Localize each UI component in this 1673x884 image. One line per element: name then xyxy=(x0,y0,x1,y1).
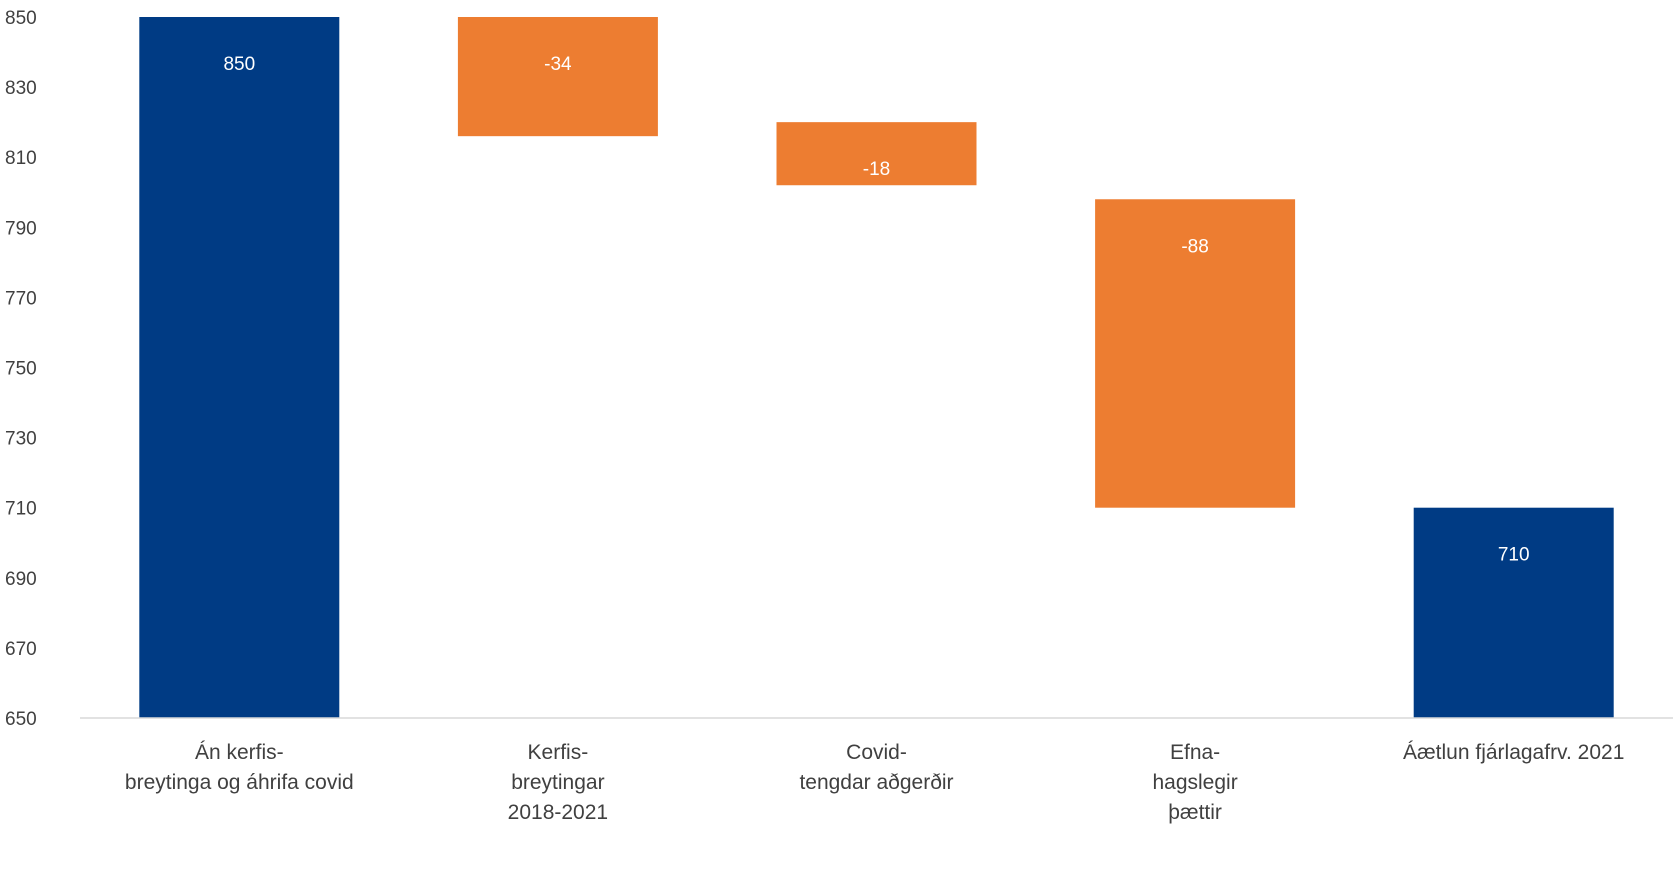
y-tick-label: 690 xyxy=(5,569,37,590)
y-tick-label: 770 xyxy=(5,288,37,309)
total-bar xyxy=(139,17,340,718)
y-tick-label: 790 xyxy=(5,218,37,239)
category-label: breytingar xyxy=(511,771,604,794)
decrease-bar xyxy=(1095,199,1296,508)
category-label: breytinga og áhrifa covid xyxy=(125,771,354,794)
y-tick-label: 810 xyxy=(5,148,37,169)
data-label: -18 xyxy=(863,159,890,180)
category-label: Kerfis- xyxy=(528,741,589,764)
data-label: -34 xyxy=(544,54,572,75)
y-tick-label: 750 xyxy=(5,359,37,380)
data-label: 710 xyxy=(1498,545,1530,566)
category-label: tengdar aðgerðir xyxy=(799,771,953,794)
y-tick-label: 850 xyxy=(5,8,37,29)
decrease-bar xyxy=(457,17,658,137)
y-tick-label: 670 xyxy=(5,639,37,660)
category-label: 2018-2021 xyxy=(508,801,608,824)
decrease-bar xyxy=(776,122,977,186)
y-tick-label: 650 xyxy=(5,709,37,730)
y-tick-label: 730 xyxy=(5,429,37,450)
total-bar xyxy=(1413,507,1614,718)
y-tick-label: 710 xyxy=(5,499,37,520)
category-label: Covid- xyxy=(846,741,907,764)
category-label: Án kerfis- xyxy=(195,741,284,764)
data-label: 850 xyxy=(223,54,255,75)
category-label: Efna- xyxy=(1170,741,1220,764)
category-label: þættir xyxy=(1168,801,1222,824)
category-label: hagslegir xyxy=(1152,771,1237,794)
data-label: -88 xyxy=(1181,236,1208,257)
category-label: Áætlun fjárlagafrv. 2021 xyxy=(1403,741,1624,764)
y-tick-label: 830 xyxy=(5,78,37,99)
